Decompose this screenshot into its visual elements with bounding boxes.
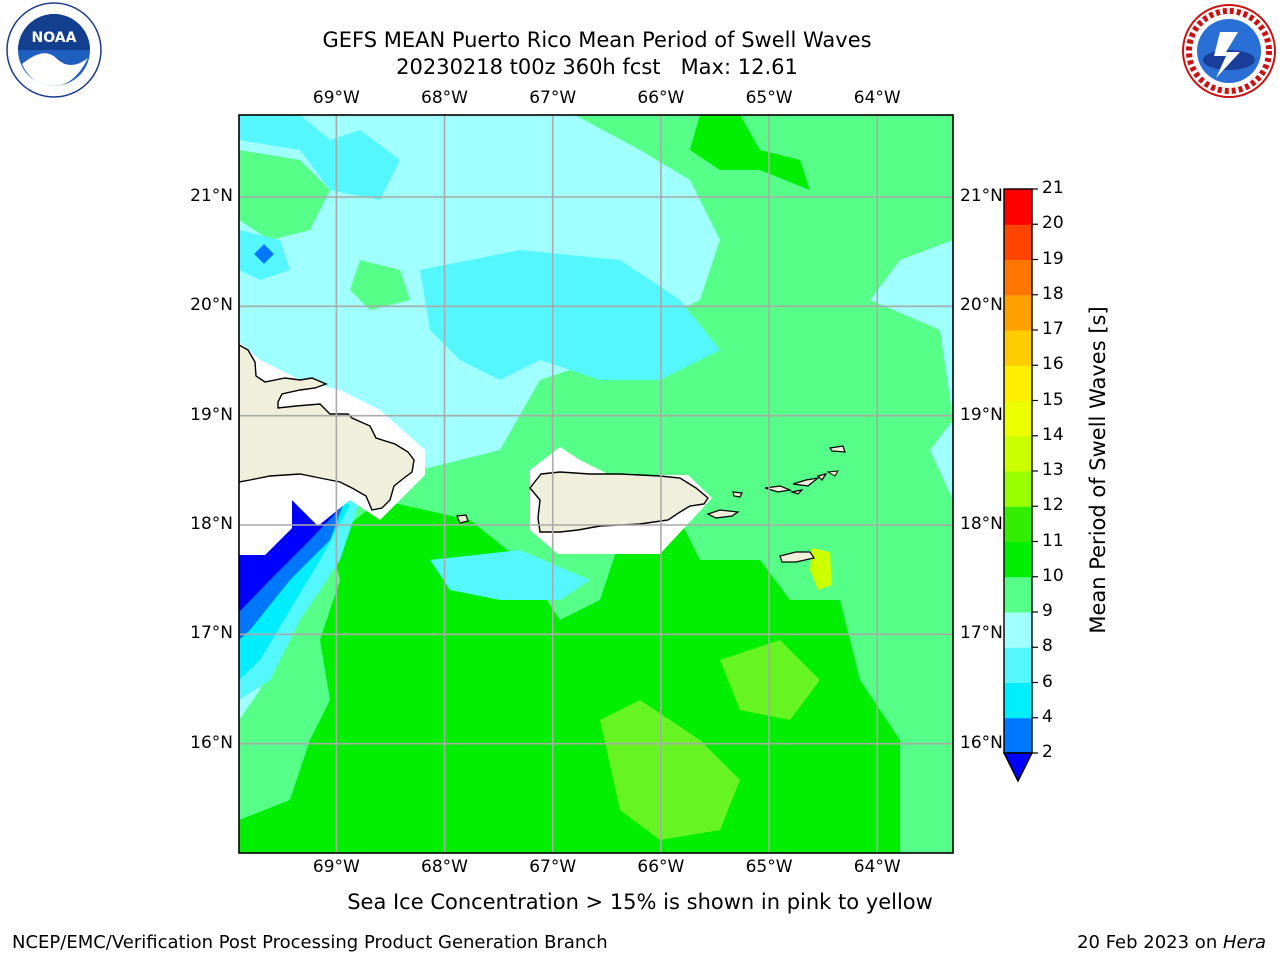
colorbar-tick-label: 2 — [1042, 742, 1053, 762]
land-virgin-islands — [764, 473, 828, 495]
colorbar-tick-label: 8 — [1042, 636, 1053, 657]
colorbar-tick-label: 11 — [1042, 530, 1064, 551]
lon-label-top: 67°W — [529, 88, 577, 108]
lat-label-right: 21°N — [960, 186, 1003, 206]
field-2-4s — [239, 500, 345, 640]
land-mona-island — [456, 514, 469, 524]
lon-label-bottom: 66°W — [637, 857, 685, 877]
forecast-subtitle: 20230218 t00z 360h fcst Max: 12.61 — [0, 54, 1194, 81]
colorbar-segment — [1004, 435, 1032, 472]
field-11-12s-b — [720, 640, 820, 720]
lon-label-top: 69°W — [312, 88, 360, 108]
field-6-8s-b — [430, 550, 590, 600]
colorbar — [1002, 188, 1038, 783]
lon-label-bottom: 65°W — [745, 857, 793, 877]
colorbar-tick-label: 16 — [1042, 354, 1064, 375]
colorbar-under-triangle — [1002, 752, 1034, 783]
lat-label-left: 17°N — [190, 623, 233, 644]
lat-label-right: 20°N — [960, 295, 1003, 316]
lat-label-right: 16°N — [960, 732, 1003, 753]
colorbar-tick-label: 13 — [1042, 460, 1064, 480]
lat-label-left: 18°N — [190, 514, 233, 534]
colorbar-label: Mean Period of Swell Waves [s] — [1086, 306, 1110, 634]
map-title: GEFS MEAN Puerto Rico Mean Period of Swe… — [322, 28, 872, 52]
colorbar-tick-label: 6 — [1042, 671, 1053, 692]
lat-label-left: 20°N — [190, 295, 233, 316]
colorbar-segment — [1004, 189, 1032, 225]
field-10-11s — [239, 500, 900, 853]
noaa-logo: NOAA — [4, 2, 104, 102]
colorbar-tick-label: 12 — [1042, 495, 1064, 516]
lat-label-right: 17°N — [960, 623, 1003, 644]
colorbar-segment — [1004, 365, 1032, 401]
footer-date-text: 20 Feb 2023 on — [1077, 932, 1223, 953]
colorbar-tick-label: 20 — [1042, 213, 1064, 234]
lat-label-left: 21°N — [190, 186, 233, 206]
colorbar-tick-label: 19 — [1042, 248, 1064, 269]
land-culebra — [732, 491, 743, 498]
land-anegada — [828, 445, 846, 453]
footer-organization: NCEP/EMC/Verification Post Processing Pr… — [12, 932, 608, 953]
colorbar-segment — [1004, 682, 1032, 719]
colorbar-segment — [1004, 647, 1032, 683]
field-2-4s-spot — [254, 244, 274, 264]
svg-text:NOAA: NOAA — [32, 30, 77, 46]
lon-label-top: 66°W — [637, 88, 685, 108]
colorbar-tick-label: 14 — [1042, 424, 1064, 445]
colorbar-tick-label: 4 — [1042, 706, 1053, 727]
graticule — [239, 115, 953, 853]
colorbar-tick-label: 15 — [1042, 389, 1064, 410]
colorbar-segment — [1004, 612, 1032, 648]
field-9-10s-nw — [239, 150, 330, 240]
field-12-13s — [810, 548, 832, 590]
colorbar-segment — [1004, 506, 1032, 542]
lat-label-left: 19°N — [190, 404, 233, 425]
colorbar-segment — [1004, 541, 1032, 578]
nws-logo — [1180, 2, 1278, 100]
lat-label-right: 19°N — [960, 404, 1003, 425]
contour-field — [239, 115, 953, 853]
field-11-12s — [600, 700, 740, 840]
lon-label-bottom: 68°W — [421, 857, 468, 877]
colorbar-segment — [1004, 259, 1032, 296]
land-vieques — [706, 509, 740, 519]
colorbar-tick-label: 18 — [1042, 283, 1064, 304]
field-6-8s — [239, 500, 360, 700]
colorbar-segment — [1004, 400, 1032, 437]
colorbar-segment — [1004, 224, 1032, 260]
footer-date: 20 Feb 2023 on Hera — [1077, 932, 1266, 953]
colorbar-tick-label: 10 — [1042, 565, 1064, 586]
colorbar-tick-label: 21 — [1042, 178, 1064, 198]
land-st-croix — [779, 551, 815, 563]
lat-label-right: 18°N — [960, 514, 1003, 534]
lat-label-left: 16°N — [190, 732, 233, 753]
field-10-11s-ne — [690, 115, 810, 190]
forecast-run-label: 20230218 t00z 360h fcst — [396, 55, 661, 79]
colorbar-segment — [1004, 576, 1032, 613]
max-value-label: Max: 12.61 — [680, 55, 798, 79]
colorbar-tick-label: 9 — [1042, 601, 1053, 621]
colorbar-segment — [1004, 330, 1032, 366]
sea-ice-note: Sea Ice Concentration > 15% is shown in … — [347, 890, 933, 914]
footer-machine: Hera — [1222, 932, 1266, 953]
field-below-2s — [239, 500, 348, 612]
lon-label-bottom: 64°W — [853, 857, 901, 877]
land-sombrero — [826, 470, 839, 477]
lon-label-top: 68°W — [421, 88, 468, 108]
land-hispaniola — [239, 344, 415, 511]
lon-label-top: 64°W — [853, 88, 901, 108]
colorbar-segment — [1004, 717, 1032, 754]
land-puerto-rico — [529, 471, 709, 533]
field-6-8s-c — [239, 115, 400, 200]
colorbar-tick-label: 17 — [1042, 319, 1064, 339]
colorbar-segment — [1004, 294, 1032, 331]
lon-label-bottom: 67°W — [529, 857, 577, 877]
colorbar-segment — [1004, 471, 1032, 507]
field-9-10s-n — [350, 260, 410, 310]
lon-label-top: 65°W — [745, 88, 793, 108]
map-frame — [238, 114, 954, 854]
lon-label-bottom: 69°W — [312, 857, 360, 877]
field-6-8s-d — [420, 250, 720, 380]
